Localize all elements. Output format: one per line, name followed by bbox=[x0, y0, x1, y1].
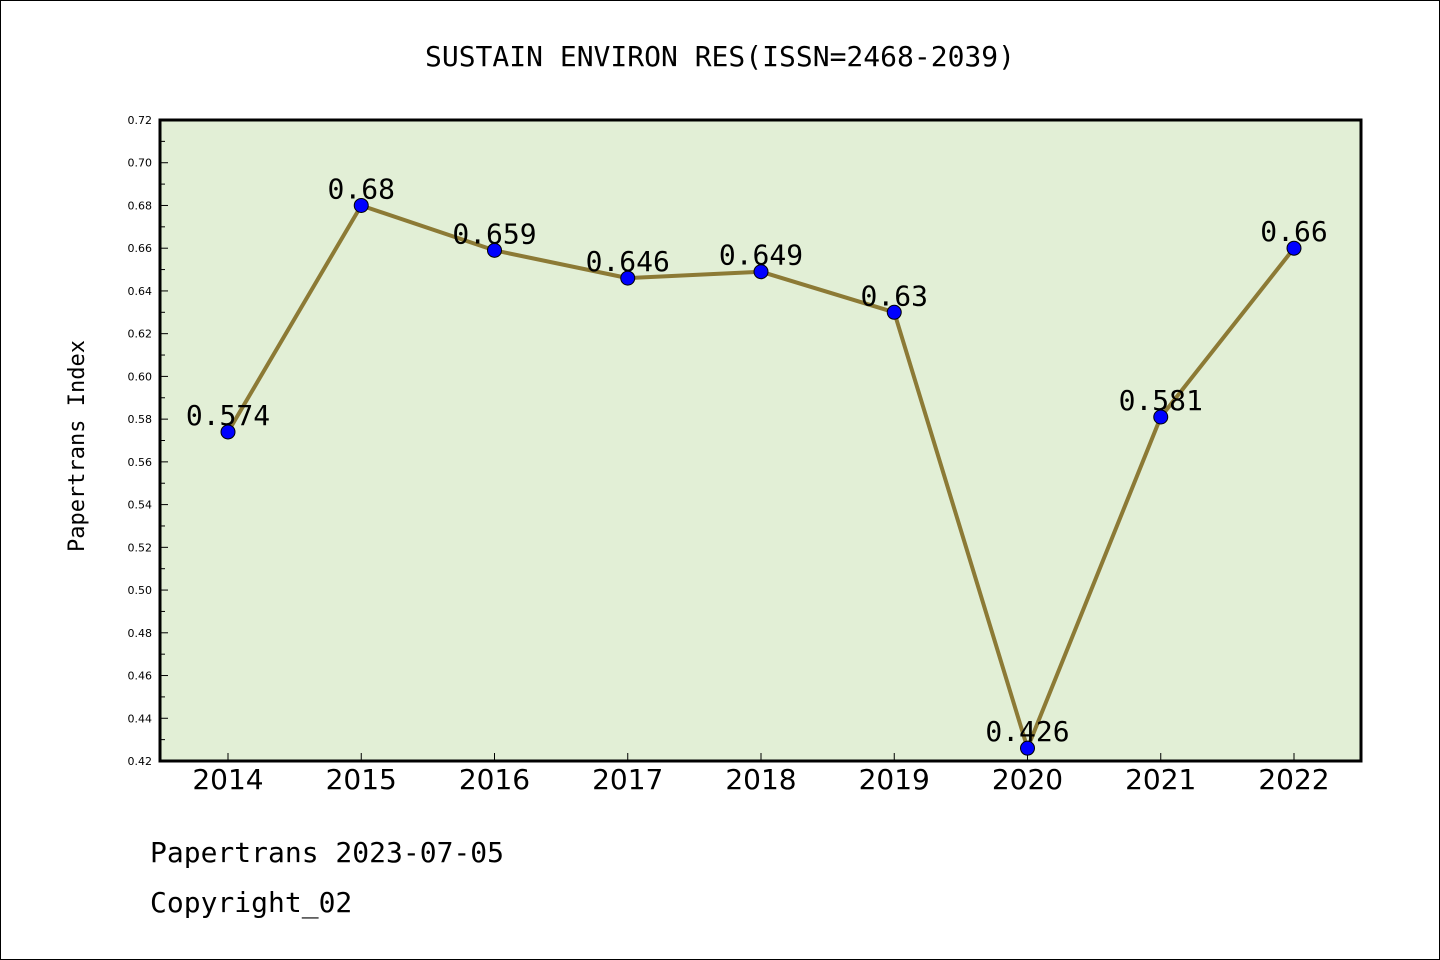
y-tick-label: 0.54 bbox=[128, 499, 153, 512]
plot-area bbox=[158, 118, 1363, 763]
data-label: 0.426 bbox=[985, 715, 1069, 748]
y-tick-label: 0.50 bbox=[128, 584, 153, 597]
x-tick-label: 2021 bbox=[1125, 763, 1196, 796]
footer-date: Papertrans 2023-07-05 bbox=[150, 836, 505, 869]
y-axis: 0.42 0.44 0.46 0.48 0.50 0.52 0.54 0.56 0.58 0.60… bbox=[128, 114, 168, 768]
data-label: 0.574 bbox=[186, 399, 270, 432]
x-tick-label: 2018 bbox=[725, 763, 796, 796]
data-point bbox=[1020, 740, 1035, 756]
y-tick-label: 0.44 bbox=[128, 712, 153, 725]
y-tick-label: 0.60 bbox=[128, 370, 153, 383]
y-tick-label: 0.58 bbox=[128, 413, 153, 426]
x-tick-label: 2016 bbox=[459, 763, 530, 796]
x-tick-label: 2014 bbox=[192, 763, 263, 796]
y-tick-label: 0.56 bbox=[128, 456, 153, 469]
x-axis: 2014 2015 2016 2017 2018 2019 2020 2021 2022 bbox=[192, 753, 1330, 796]
data-point bbox=[220, 424, 236, 440]
data-point bbox=[1286, 240, 1302, 256]
x-tick-label: 2022 bbox=[1258, 763, 1329, 796]
data-point bbox=[487, 242, 502, 258]
y-tick-label: 0.64 bbox=[128, 285, 153, 298]
y-tick-label: 0.42 bbox=[128, 755, 153, 768]
data-label: 0.646 bbox=[586, 245, 670, 278]
data-labels: 0.574 0.68 0.659 0.646 0.649 0.63 0.426 0.581 0.… bbox=[186, 172, 1328, 748]
data-point bbox=[753, 264, 769, 280]
data-label: 0.68 bbox=[328, 172, 395, 205]
data-label: 0.659 bbox=[452, 217, 536, 250]
y-axis-label: Papertrans Index bbox=[65, 340, 90, 552]
x-tick-label: 2019 bbox=[859, 763, 930, 796]
series-markers bbox=[220, 197, 1302, 756]
y-tick-label: 0.66 bbox=[128, 242, 153, 255]
data-label: 0.581 bbox=[1119, 384, 1203, 417]
x-tick-label: 2015 bbox=[326, 763, 397, 796]
data-point bbox=[1153, 409, 1169, 425]
footer-copyright: Copyright_02 bbox=[150, 886, 353, 919]
data-label: 0.63 bbox=[861, 279, 928, 312]
data-label: 0.649 bbox=[719, 239, 803, 272]
data-point bbox=[886, 304, 902, 320]
y-tick-label: 0.70 bbox=[128, 157, 153, 170]
y-tick-label: 0.72 bbox=[128, 114, 153, 127]
y-tick-label: 0.48 bbox=[128, 627, 153, 640]
y-tick-label: 0.52 bbox=[128, 541, 153, 554]
y-tick-label: 0.62 bbox=[128, 328, 153, 341]
x-tick-label: 2017 bbox=[592, 763, 663, 796]
chart-title: SUSTAIN ENVIRON RES(ISSN=2468-2039) bbox=[425, 40, 1015, 73]
y-tick-label: 0.46 bbox=[128, 670, 153, 683]
y-tick-label: 0.68 bbox=[128, 199, 153, 212]
data-point bbox=[620, 270, 636, 286]
x-tick-label: 2020 bbox=[992, 763, 1063, 796]
data-point bbox=[353, 197, 369, 213]
data-label: 0.66 bbox=[1260, 215, 1327, 248]
